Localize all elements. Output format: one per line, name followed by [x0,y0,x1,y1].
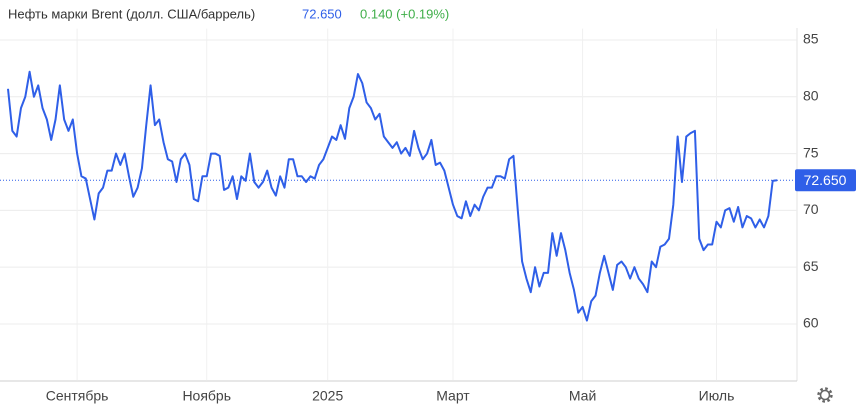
price-line [7,70,778,322]
y-tick-label: 80 [803,87,819,103]
x-tick-label: Март [436,388,470,404]
x-tick-label: Май [569,388,596,404]
x-tick-label: Ноябрь [182,388,231,404]
y-tick-label: 60 [803,315,819,331]
y-tick-label: 70 [803,201,819,217]
chart-title: Нефть марки Brent (долл. США/баррель) [8,6,255,21]
y-tick-label: 85 [803,31,819,47]
change: 0.140 (+0.19%) [360,6,449,21]
settings-icon[interactable] [817,387,833,403]
x-tick-label: 2025 [312,388,343,404]
x-tick-label: Июль [699,388,735,404]
y-tick-label: 75 [803,144,819,160]
x-tick-label: Сентябрь [46,388,109,404]
last-price-label: 72.650 [804,172,847,188]
price: 72.650 [302,6,342,21]
y-tick-label: 65 [803,258,819,274]
last-price-box [795,169,856,192]
